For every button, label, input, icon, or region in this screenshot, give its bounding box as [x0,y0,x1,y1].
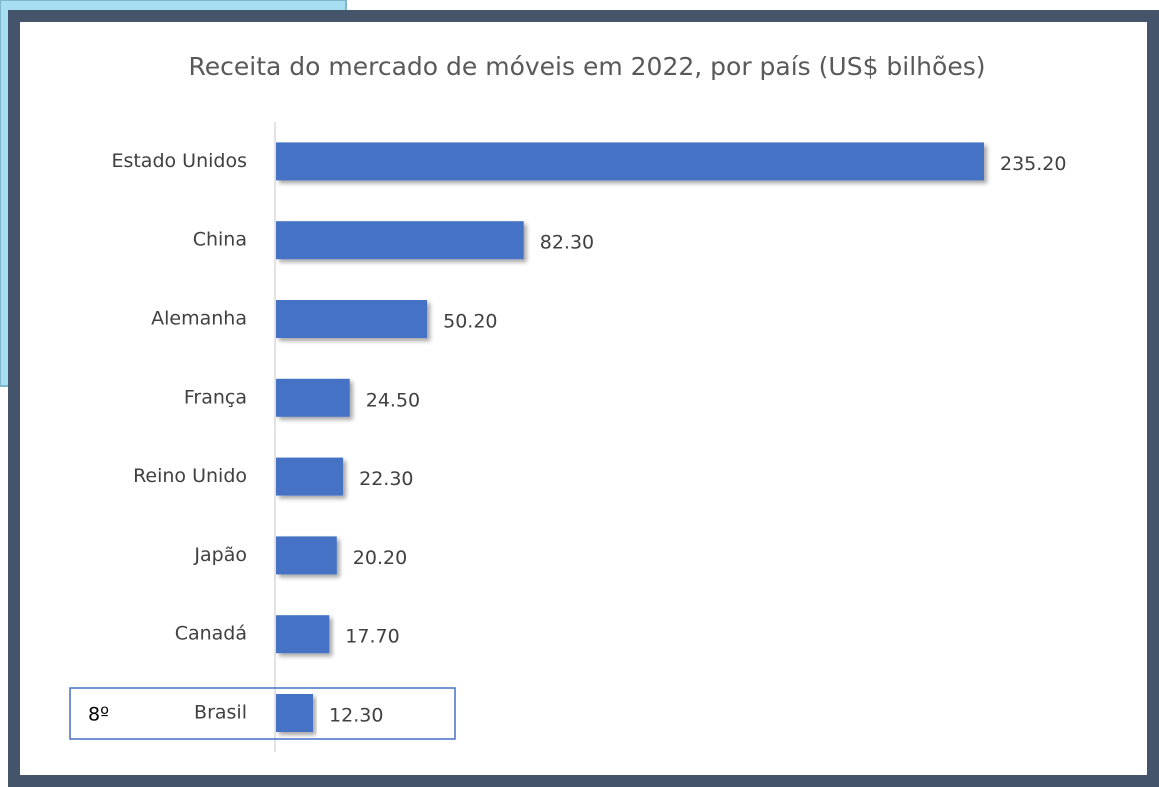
bar [276,378,350,417]
value-label: 50.20 [443,311,497,333]
chart-title: Receita do mercado de móveis em 2022, po… [189,52,986,81]
category-label: Canadá [175,623,247,645]
value-label: 12.30 [329,705,383,727]
value-label: 24.50 [366,389,420,411]
highlight-box [69,687,456,740]
bar [276,221,524,260]
bar [276,300,428,338]
annotation: 8º [88,704,109,726]
category-label: Alemanha [151,308,247,330]
category-label: França [184,386,247,408]
category-label: Reino Unido [133,465,247,487]
value-label: 22.30 [359,468,413,490]
value-label: 82.30 [540,232,594,254]
category-label: Estado Unidos [111,150,247,172]
category-label: Japão [193,544,247,566]
category-label: China [193,229,247,251]
bar [276,457,344,496]
bar [276,142,984,181]
value-label: 235.20 [1000,153,1066,175]
category-label: Brasil [194,702,247,724]
bar [276,536,337,575]
bar [276,615,330,654]
bar [276,694,314,732]
value-label: 20.20 [353,547,407,569]
value-label: 17.70 [345,626,399,648]
